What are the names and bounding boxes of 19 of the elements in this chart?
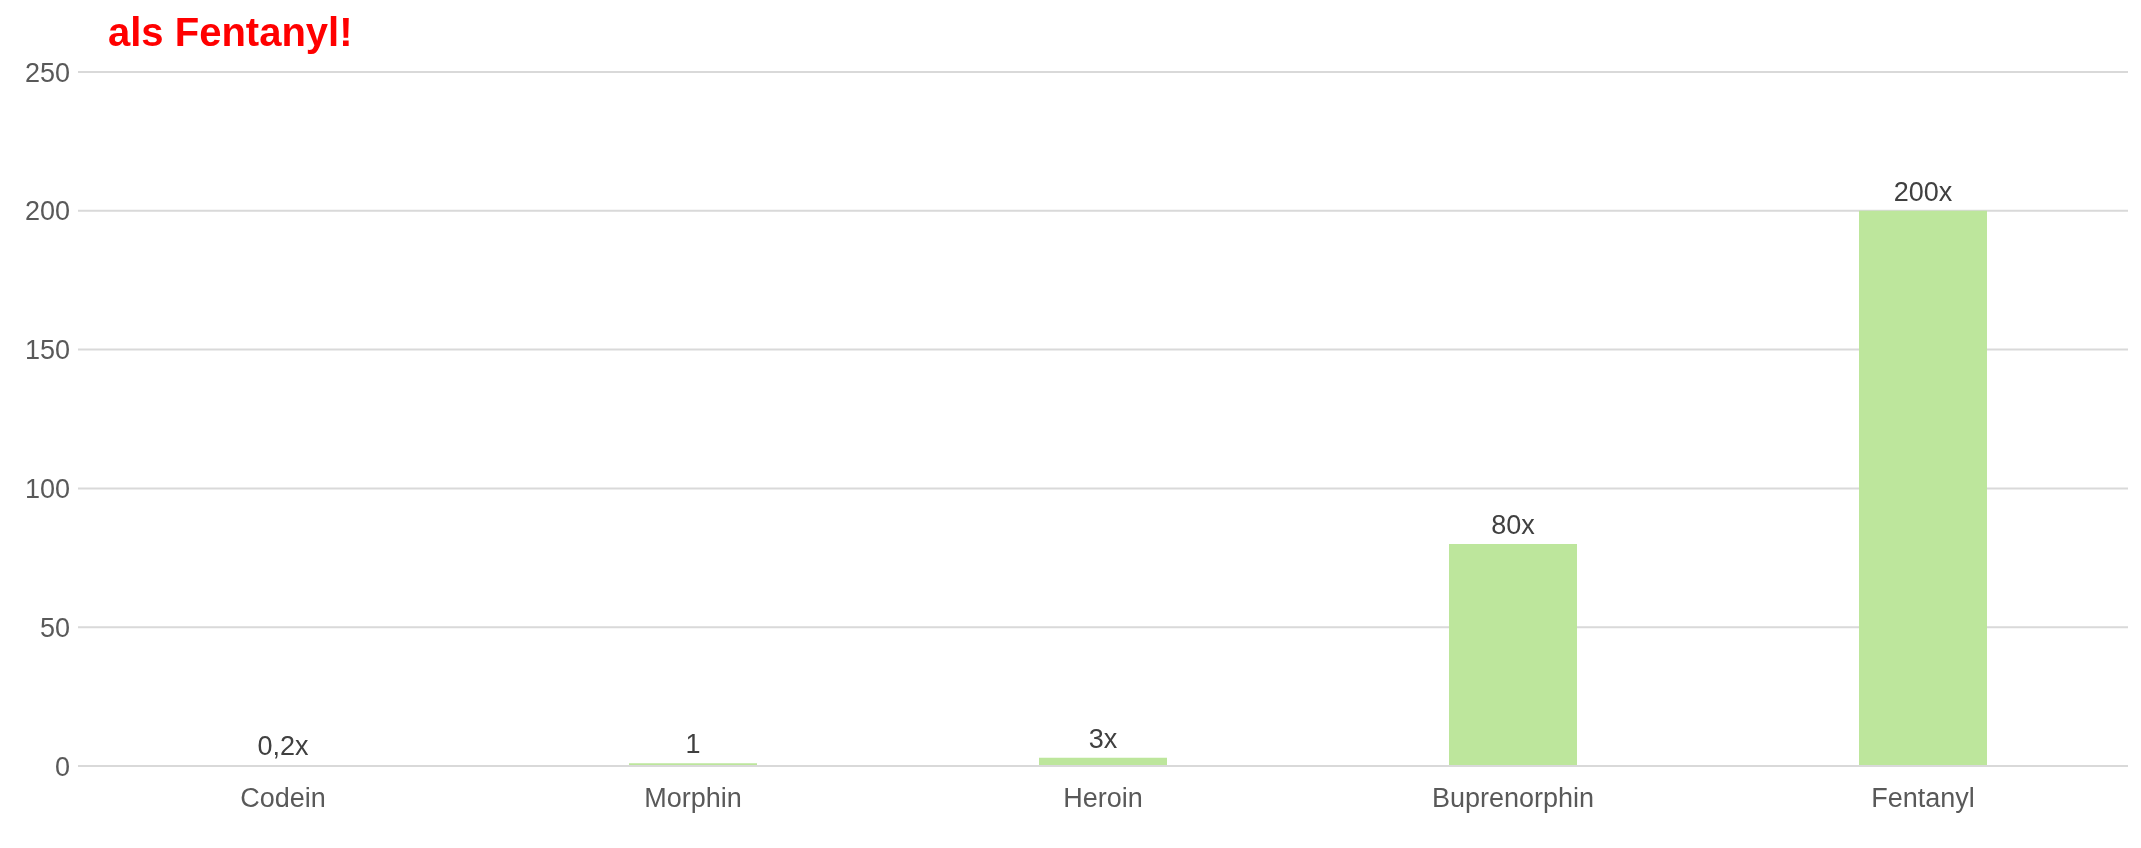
- y-tick-label: 150: [24, 335, 70, 366]
- y-tick-label: 200: [24, 196, 70, 227]
- x-tick-label: Heroin: [1063, 783, 1143, 814]
- chart-title: als Fentanyl!: [107, 9, 354, 56]
- x-tick-label: Codein: [240, 783, 326, 814]
- x-tick-label: Morphin: [644, 783, 742, 814]
- x-tick-label: Fentanyl: [1871, 783, 1975, 814]
- y-tick-label: 50: [39, 612, 70, 643]
- y-tick-label: 0: [54, 751, 70, 782]
- y-tick-label: 250: [24, 57, 70, 88]
- x-tick-label: Buprenorphin: [1431, 783, 1595, 814]
- bar: [1449, 543, 1577, 766]
- data-label: 80x: [1491, 509, 1536, 540]
- bar: [1859, 210, 1987, 766]
- data-label: 1: [685, 729, 701, 760]
- data-label: 3x: [1088, 723, 1118, 754]
- data-label: 0,2x: [257, 731, 310, 762]
- y-tick-label: 100: [24, 473, 70, 504]
- data-label: 200x: [1893, 176, 1953, 207]
